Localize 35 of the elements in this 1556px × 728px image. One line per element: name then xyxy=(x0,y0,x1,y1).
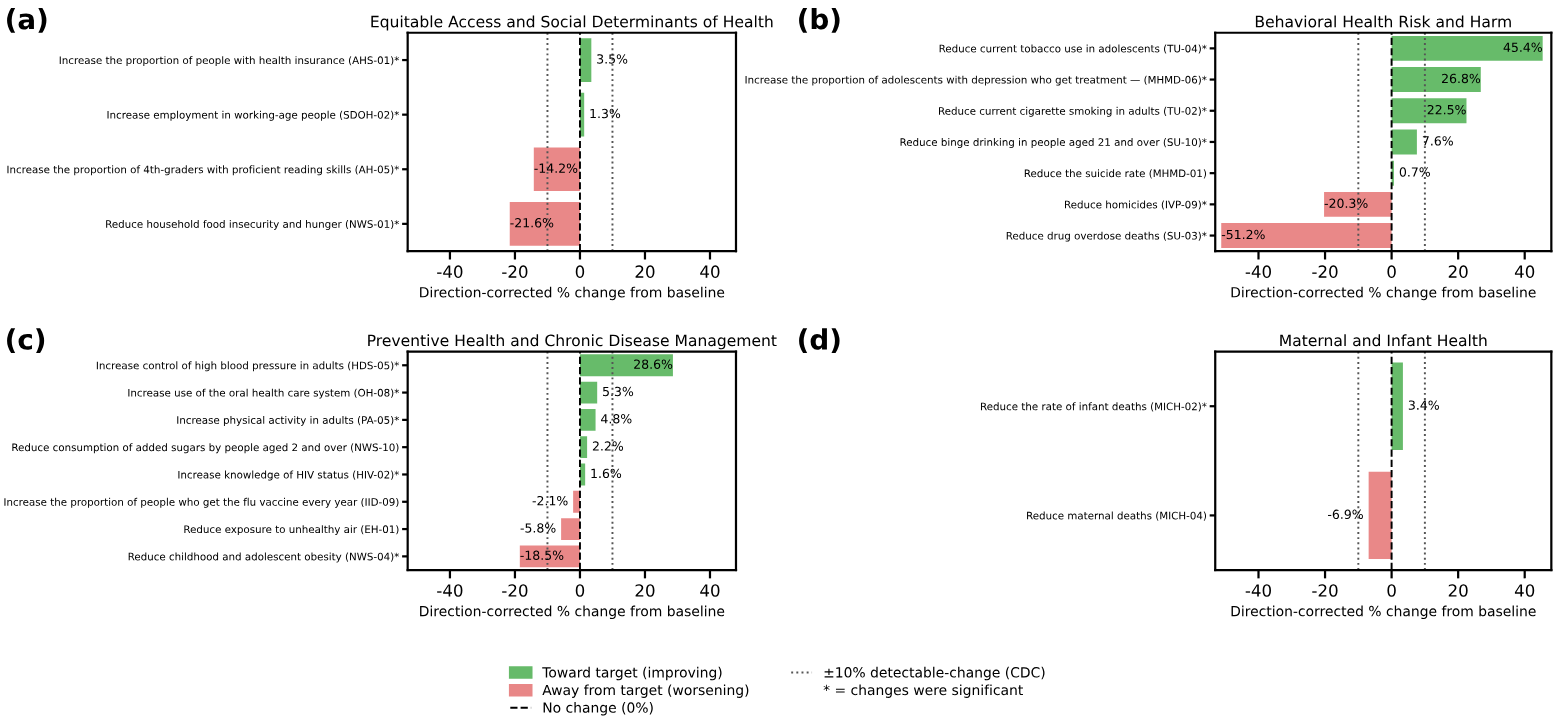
x-tick-label: 40 xyxy=(1514,584,1535,597)
bar xyxy=(579,381,598,404)
x-tick-label: -20 xyxy=(1312,584,1338,597)
x-tick-label: 40 xyxy=(1514,265,1535,278)
x-tick-label: -40 xyxy=(1245,265,1271,278)
bar xyxy=(1221,223,1392,249)
x-tick-label: 0 xyxy=(575,584,585,597)
x-tick-label: 20 xyxy=(635,584,655,597)
x-tick-label: 20 xyxy=(1448,265,1468,278)
text: (c) xyxy=(7,328,45,354)
text: (d) xyxy=(799,328,840,354)
text: (a) xyxy=(7,8,47,33)
bar xyxy=(1391,35,1543,61)
bar xyxy=(579,354,673,377)
x-tick-label: -20 xyxy=(502,584,528,597)
text: (b) xyxy=(799,8,840,33)
x-tick-label: 40 xyxy=(700,584,720,597)
x-tick-label: 20 xyxy=(635,265,655,278)
bar xyxy=(1324,191,1392,217)
x-tick-label: -40 xyxy=(1245,584,1271,597)
x-tick-label: -40 xyxy=(437,584,463,597)
bar xyxy=(579,408,596,431)
x-tick-label: 40 xyxy=(700,265,720,278)
x-tick-label: -20 xyxy=(502,265,528,278)
bar xyxy=(1391,67,1481,93)
x-tick-label: 20 xyxy=(1448,584,1468,597)
x-tick-label: 0 xyxy=(575,265,585,278)
x-tick-label: 0 xyxy=(1387,584,1396,597)
x-tick-label: 0 xyxy=(1387,265,1396,278)
x-tick-label: -20 xyxy=(1312,265,1338,278)
bar xyxy=(519,545,580,568)
bar xyxy=(561,518,580,540)
bar xyxy=(1391,129,1417,155)
bar xyxy=(1391,98,1467,124)
x-tick-label: -40 xyxy=(437,265,463,278)
